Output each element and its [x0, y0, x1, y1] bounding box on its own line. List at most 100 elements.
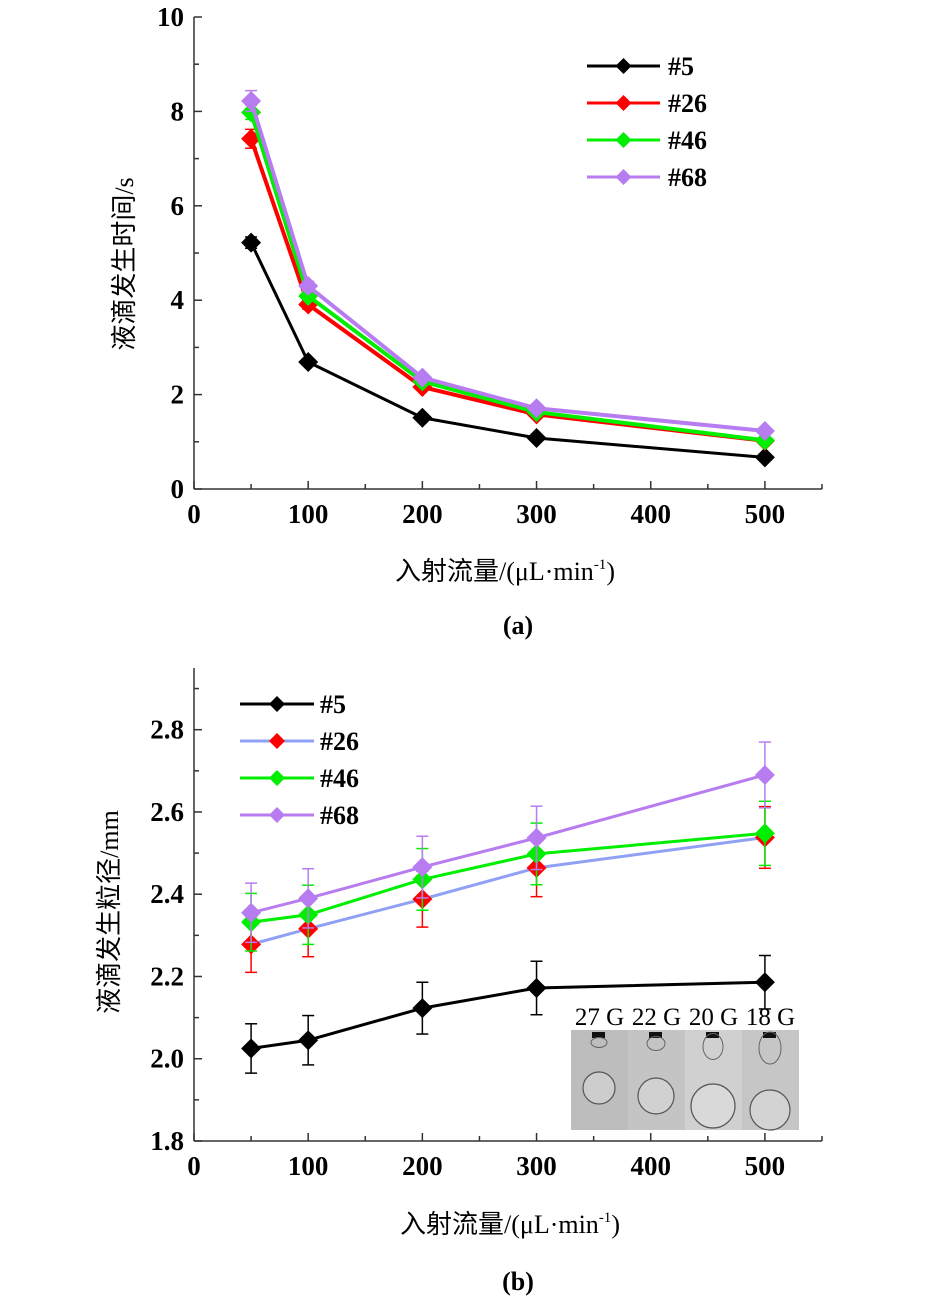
inset-photo-cell — [628, 1030, 685, 1130]
data-point — [412, 407, 433, 428]
legend-label: #46 — [668, 126, 707, 155]
legend-marker — [269, 733, 285, 749]
y-tick-label: 10 — [157, 2, 184, 32]
legend-label: #26 — [320, 727, 359, 756]
chart-panel-a: 0 100 200 300 400 500 0 2 4 6 8 10 #5 #26 #46 #68 液滴发生… — [110, 2, 823, 640]
y-tick-label: 1.8 — [150, 1126, 184, 1156]
chart-panel-b: 27 G 22 G 20 G 18 G 0 100 200 300 400 500 1.8 2.0 2… — [95, 668, 823, 1296]
y-tick-label: 2.6 — [150, 797, 184, 827]
data-point — [241, 232, 262, 253]
data-point — [298, 888, 319, 909]
y-tick-label: 2.4 — [150, 879, 184, 909]
y-tick-label: 8 — [171, 96, 185, 126]
legend-marker — [269, 696, 285, 712]
y-tick-label: 4 — [171, 285, 185, 315]
needle-tip — [649, 1032, 662, 1038]
needle-tip — [706, 1032, 719, 1038]
caption-b: (b) — [502, 1267, 534, 1296]
legend-label: #68 — [320, 801, 359, 830]
droplet-large — [749, 1089, 791, 1131]
inset-photo-cell — [685, 1030, 742, 1130]
x-axis-title-b-close: ) — [611, 1210, 620, 1239]
data-point — [526, 977, 547, 998]
data-point — [298, 276, 319, 297]
x-axis-title-b: 入射流量/(μL·min-1) — [400, 1210, 620, 1239]
legend-item: #68 — [240, 801, 359, 830]
inset-label: 22 G — [632, 1004, 681, 1031]
droplet-small — [758, 1031, 782, 1065]
droplet-large — [582, 1071, 616, 1105]
y-tick-label: 2 — [171, 380, 185, 410]
legend-label: #68 — [668, 163, 707, 192]
legend-label: #5 — [668, 52, 694, 81]
series-b — [241, 741, 775, 1074]
droplet-small — [646, 1036, 666, 1051]
x-tick-label: 500 — [745, 499, 786, 529]
inset-label: 27 G — [575, 1004, 624, 1031]
inset-label: 18 G — [746, 1004, 795, 1031]
series-n68 — [241, 89, 775, 441]
x-tick-label: 0 — [187, 1151, 201, 1181]
x-tick-label: 0 — [187, 499, 201, 529]
data-point — [754, 972, 775, 993]
y-axis-title-b: 液滴发生粒径/mm — [95, 810, 124, 1014]
axes-b — [193, 668, 822, 1142]
y-tick-label: 6 — [171, 191, 185, 221]
data-point — [754, 764, 775, 785]
data-point — [298, 352, 319, 373]
needle-tip — [763, 1032, 776, 1038]
y-tick-label: 2.8 — [150, 715, 184, 745]
x-tick-label: 100 — [288, 499, 329, 529]
ticks-a: 0 100 200 300 400 500 0 2 4 6 8 10 — [157, 2, 823, 529]
y-tick-label: 0 — [171, 474, 185, 504]
legend-marker — [615, 58, 632, 74]
data-point — [412, 367, 433, 388]
series-a — [241, 89, 775, 468]
y-tick-label: 2.0 — [150, 1044, 184, 1074]
y-tick-label: 2.2 — [150, 961, 184, 991]
legend-item: #46 — [240, 764, 359, 793]
x-tick-label: 200 — [402, 499, 443, 529]
y-axis-title-a: 液滴发生时间/s — [110, 177, 139, 350]
x-axis-title-a-sup: -1 — [594, 557, 607, 573]
series-line — [250, 835, 766, 946]
x-tick-label: 300 — [516, 1151, 557, 1181]
data-point — [526, 398, 547, 419]
x-tick-label: 500 — [745, 1151, 786, 1181]
data-point — [241, 902, 262, 923]
droplet-large — [637, 1077, 675, 1115]
legend-label: #5 — [320, 690, 346, 719]
droplet-small — [590, 1037, 608, 1048]
x-tick-label: 300 — [516, 499, 557, 529]
legend-marker — [615, 132, 632, 148]
data-point — [754, 420, 775, 441]
series-n68 — [241, 741, 775, 944]
legend-a: #5 #26 #46 #68 — [587, 52, 707, 192]
legend-b: #5 #26 #46 #68 — [240, 690, 359, 830]
x-axis-title-a-main: 入射流量/(μL·min — [395, 557, 594, 586]
inset-photo-cell — [571, 1030, 628, 1130]
data-point — [412, 998, 433, 1019]
legend-item: #5 — [587, 52, 694, 81]
x-tick-label: 400 — [630, 1151, 671, 1181]
legend-label: #26 — [668, 89, 707, 118]
data-point — [412, 857, 433, 878]
data-point — [526, 827, 547, 848]
data-point — [754, 823, 775, 844]
caption-a: (a) — [503, 611, 533, 640]
series-line — [250, 773, 766, 915]
legend-marker — [615, 95, 632, 111]
x-axis-title-b-sup: -1 — [599, 1210, 612, 1226]
x-axis-title-a: 入射流量/(μL·min-1) — [395, 557, 615, 586]
legend-marker — [615, 169, 632, 185]
x-axis-title-b-main: 入射流量/(μL·min — [400, 1210, 599, 1239]
ticks-b: 0 100 200 300 400 500 1.8 2.0 2.2 2.4 2.6 2.8 — [150, 687, 823, 1181]
legend-item: #46 — [587, 126, 707, 155]
inset-label: 20 G — [689, 1004, 738, 1031]
x-tick-label: 100 — [288, 1151, 329, 1181]
axes-a — [193, 17, 822, 490]
legend-marker — [269, 807, 285, 823]
data-point — [298, 1030, 319, 1051]
needle-tip — [592, 1032, 605, 1038]
